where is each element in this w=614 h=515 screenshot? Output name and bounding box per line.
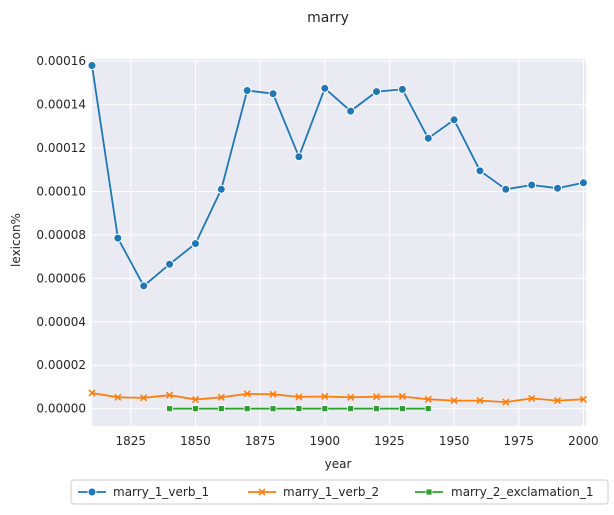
- legend-item: marry_1_verb_2: [248, 485, 379, 499]
- data-point: [398, 392, 406, 401]
- y-tick-label: 0.00016: [36, 54, 86, 68]
- x-tick-label: 1900: [310, 434, 341, 448]
- y-tick-label: 0.00014: [36, 98, 86, 112]
- legend: marry_1_verb_1 marry_1_verb_2 marry_2_excl…: [70, 479, 609, 505]
- data-point: [372, 393, 381, 401]
- data-point: [423, 133, 433, 143]
- data-point: [424, 405, 432, 413]
- x-tick-label: 2000: [568, 434, 599, 448]
- data-point: [321, 392, 329, 401]
- y-axis-label: lexicon%: [9, 213, 23, 267]
- legend-marker: [425, 488, 433, 496]
- series-line: [91, 392, 584, 404]
- series-layer: [87, 61, 588, 413]
- data-point: [295, 393, 303, 401]
- data-point: [268, 89, 278, 99]
- data-point: [165, 259, 175, 269]
- data-point: [320, 83, 330, 93]
- data-point: [269, 390, 277, 398]
- legend-item: marry_1_verb_1: [78, 485, 209, 499]
- data-point: [578, 178, 588, 188]
- data-point: [502, 398, 510, 406]
- x-tick-label: 1825: [116, 434, 147, 448]
- legend-label: marry_2_exclamation_1: [451, 485, 593, 499]
- data-point: [501, 184, 511, 194]
- data-point: [269, 405, 277, 413]
- data-point: [217, 393, 225, 401]
- data-point: [347, 405, 355, 413]
- x-axis-ticks: 1825 1850 1875 1900 1925 1950 1975 2000: [116, 434, 599, 448]
- data-point: [346, 106, 356, 116]
- data-point: [475, 166, 485, 176]
- data-point: [216, 184, 226, 194]
- legend-marker: [87, 487, 97, 497]
- data-point: [243, 405, 251, 413]
- data-point: [579, 395, 587, 403]
- data-point: [372, 87, 382, 97]
- data-point: [114, 393, 122, 401]
- x-tick-label: 1950: [439, 434, 470, 448]
- data-point: [166, 405, 173, 413]
- series-line: [91, 65, 584, 287]
- data-point: [295, 405, 303, 413]
- x-tick-label: 1875: [245, 434, 276, 448]
- data-point: [450, 397, 458, 405]
- data-point: [449, 115, 459, 125]
- x-tick-label: 1850: [180, 434, 211, 448]
- data-point: [321, 405, 329, 413]
- data-point: [166, 391, 174, 399]
- y-tick-label: 0.00004: [36, 315, 86, 329]
- data-point: [553, 183, 563, 193]
- data-point: [191, 395, 200, 404]
- data-point: [192, 405, 199, 413]
- legend-label: marry_1_verb_1: [113, 485, 209, 499]
- series-marry_2_exclamation_1: [166, 405, 432, 413]
- y-tick-label: 0.00002: [36, 358, 86, 372]
- data-point: [347, 393, 355, 401]
- data-point: [190, 239, 200, 249]
- legend-marker: [258, 488, 266, 496]
- data-point: [476, 397, 484, 405]
- y-tick-label: 0.00010: [36, 184, 86, 198]
- legend-frame: [70, 479, 609, 505]
- data-point: [217, 405, 225, 413]
- data-point: [398, 405, 406, 413]
- chart-title: marry: [307, 10, 349, 26]
- data-point: [373, 405, 380, 413]
- y-axis-ticks: 0.00000 0.00002 0.00004 0.00006 0.00008 0.000…: [36, 54, 86, 415]
- data-point: [139, 281, 149, 291]
- x-tick-label: 1975: [503, 434, 534, 448]
- data-point: [113, 233, 123, 243]
- x-axis-label: year: [325, 457, 352, 471]
- x-tick-label: 1925: [374, 434, 405, 448]
- data-point: [527, 180, 537, 190]
- data-point: [140, 394, 148, 402]
- y-tick-label: 0.00012: [36, 141, 86, 155]
- grid: [92, 59, 586, 426]
- data-point: [528, 394, 536, 402]
- y-tick-label: 0.00000: [36, 402, 86, 416]
- data-point: [242, 85, 252, 95]
- data-point: [87, 61, 97, 71]
- legend-label: marry_1_verb_2: [283, 485, 379, 499]
- y-tick-label: 0.00008: [36, 228, 86, 242]
- data-point: [294, 152, 304, 162]
- data-point: [397, 84, 407, 94]
- y-tick-label: 0.00006: [36, 271, 86, 285]
- series-marry_1_verb_2: [88, 389, 587, 406]
- data-point: [424, 395, 432, 403]
- data-point: [243, 390, 251, 398]
- legend-item: marry_2_exclamation_1: [415, 485, 593, 499]
- data-point: [553, 397, 562, 405]
- series-marry_1_verb_1: [87, 61, 588, 291]
- data-point: [88, 389, 96, 397]
- plot-area: [92, 59, 586, 426]
